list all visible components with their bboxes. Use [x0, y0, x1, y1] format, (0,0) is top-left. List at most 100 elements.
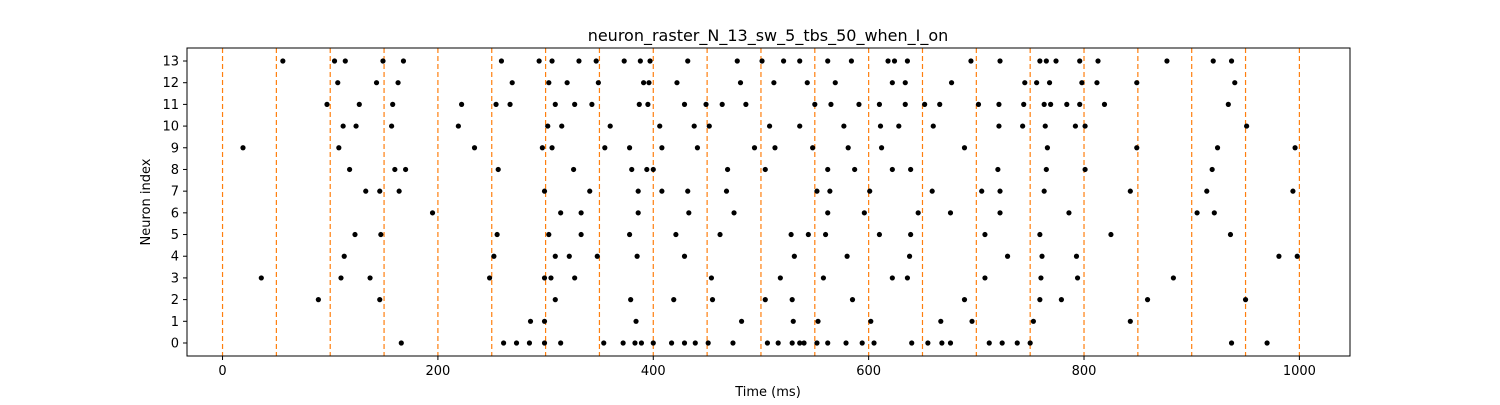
spike-n7-16	[1127, 188, 1133, 194]
spike-n6-11	[1066, 210, 1072, 216]
spike-n10-0	[340, 123, 346, 129]
spike-n11-18	[876, 101, 883, 107]
spike-n13-19	[848, 58, 855, 64]
spike-n0-35	[1264, 340, 1270, 346]
spike-n8-11	[852, 166, 858, 173]
spike-n11-23	[996, 101, 1002, 107]
spike-n13-10	[621, 58, 627, 64]
y-tick-label-5: 5	[171, 228, 179, 243]
spike-n13-30	[1164, 58, 1170, 64]
spike-n2-13	[1242, 297, 1249, 303]
spike-n11-13	[719, 101, 725, 107]
spike-n8-15	[1043, 166, 1049, 173]
spike-n13-8	[576, 58, 582, 64]
spike-markers	[240, 58, 1300, 346]
spike-n13-2	[342, 58, 348, 64]
spike-n8-7	[650, 166, 656, 173]
spike-n2-6	[762, 297, 768, 303]
spike-n8-17	[1209, 166, 1215, 173]
x-tick-label-400: 400	[641, 364, 666, 379]
spike-n5-7	[717, 231, 723, 238]
spike-n13-12	[647, 58, 653, 64]
y-tick-label-10: 10	[162, 120, 179, 135]
y-tick-label-11: 11	[162, 98, 179, 113]
spike-n11-29	[1101, 101, 1108, 107]
spike-n0-31	[999, 340, 1005, 346]
spike-n13-15	[759, 58, 765, 64]
spike-n2-12	[1144, 297, 1151, 303]
spike-n9-10	[772, 145, 778, 151]
spike-n11-11	[681, 101, 688, 107]
spike-n5-0	[352, 231, 358, 238]
spike-n0-7	[620, 340, 626, 346]
spike-n6-8	[915, 210, 921, 216]
spike-n9-6	[626, 145, 633, 151]
spike-n6-12	[1194, 210, 1200, 216]
y-tick-label-7: 7	[171, 185, 179, 200]
spike-n0-28	[939, 340, 945, 346]
spike-n10-20	[1082, 123, 1088, 129]
spike-n1-7	[938, 318, 944, 324]
spike-n10-6	[607, 123, 613, 129]
spike-n3-2	[367, 275, 373, 281]
spike-n5-5	[626, 231, 633, 238]
spike-n12-17	[1022, 80, 1028, 86]
spike-n4-5	[634, 253, 640, 259]
x-axis-ticks: 0 200 400 600 800 1000	[218, 356, 1316, 379]
spike-n4-4	[594, 253, 600, 259]
spike-n9-8	[694, 145, 701, 151]
spike-n3-15	[1170, 275, 1176, 281]
spike-n12-13	[832, 80, 838, 86]
y-tick-label-3: 3	[171, 271, 179, 286]
spike-n13-32	[1228, 58, 1235, 64]
spike-n0-0	[398, 340, 404, 346]
spike-n9-4	[549, 145, 555, 151]
spike-n2-0	[315, 297, 321, 303]
spike-n10-14	[896, 123, 902, 129]
spike-n12-23	[1232, 80, 1238, 86]
spike-n13-9	[593, 58, 599, 64]
spike-n13-6	[536, 58, 542, 64]
spike-n11-27	[1064, 101, 1070, 107]
spike-n2-3	[628, 297, 634, 303]
spike-n0-22	[825, 340, 831, 346]
spike-n12-6	[595, 80, 601, 86]
spike-n13-23	[968, 58, 974, 64]
axes-frame	[186, 47, 1351, 357]
spike-n13-7	[549, 58, 555, 64]
spike-n7-0	[363, 188, 369, 194]
x-tick-label-200: 200	[425, 364, 450, 379]
spike-n11-1	[356, 101, 362, 107]
spike-n0-2	[513, 340, 520, 346]
y-tick-label-9: 9	[171, 141, 179, 156]
spike-n11-12	[703, 101, 709, 107]
spike-n6-13	[1211, 210, 1217, 216]
spike-n10-7	[657, 123, 663, 129]
spike-n13-31	[1210, 58, 1216, 64]
spike-n6-1	[558, 210, 564, 216]
spike-n7-11	[867, 188, 873, 194]
spike-n3-10	[889, 275, 895, 281]
spike-n4-6	[681, 253, 688, 259]
spike-n6-4	[686, 210, 692, 216]
spike-n1-9	[1030, 318, 1037, 324]
spike-n0-12	[681, 340, 688, 346]
spike-n5-8	[788, 231, 794, 238]
spike-n0-5	[558, 340, 564, 346]
spike-n10-12	[841, 123, 847, 129]
spike-n0-4	[541, 340, 548, 346]
spike-n10-11	[797, 123, 803, 129]
spike-n13-3	[380, 58, 386, 64]
spike-n0-17	[775, 340, 781, 346]
spike-n2-1	[377, 297, 383, 303]
spike-n5-4	[578, 231, 584, 238]
spike-n10-9	[706, 123, 712, 129]
spike-n7-10	[827, 188, 833, 194]
spike-n3-14	[1074, 275, 1081, 281]
spike-n7-13	[979, 188, 985, 194]
spike-n4-10	[1004, 253, 1011, 259]
spike-n0-13	[692, 340, 698, 346]
spike-n6-3	[635, 210, 641, 216]
x-tick-label-800: 800	[1072, 364, 1097, 379]
